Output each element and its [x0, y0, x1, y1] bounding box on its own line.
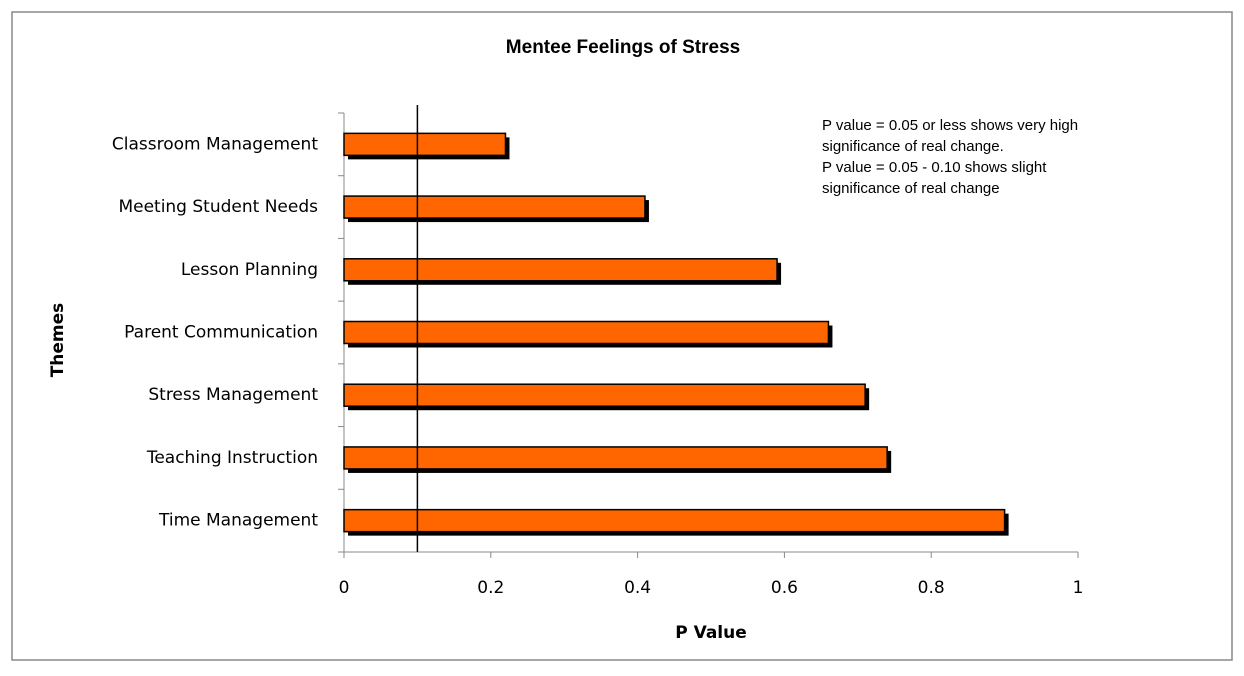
y-tick-label: Lesson Planning: [181, 260, 318, 280]
bar: [343, 446, 888, 470]
y-tick-label: Time Management: [158, 511, 318, 531]
y-axis-label: Themes: [48, 303, 68, 378]
chart-title: Mentee Feelings of Stress: [506, 37, 740, 58]
annotation: P value = 0.05 - 0.10 shows slight: [822, 159, 1047, 176]
x-tick-label: 1: [1073, 578, 1084, 598]
x-tick-label: 0: [339, 578, 350, 598]
y-tick-label: Stress Management: [148, 385, 318, 405]
y-tick-label: Classroom Management: [112, 134, 318, 154]
bar: [343, 320, 830, 345]
bar: [343, 132, 507, 157]
x-tick-label: 0.8: [918, 578, 945, 598]
y-tick-label: Teaching Instruction: [146, 448, 318, 468]
x-tick-label: 0.2: [477, 578, 504, 598]
x-tick-label: 0.4: [624, 578, 651, 598]
x-axis-label: P Value: [675, 623, 747, 643]
bar: [343, 258, 778, 282]
annotation: significance of real change.: [822, 138, 1004, 155]
y-tick-label: Meeting Student Needs: [118, 197, 318, 217]
x-tick-label: 0.6: [771, 578, 798, 598]
bar: [343, 195, 646, 219]
annotation: P value = 0.05 or less shows very high: [822, 117, 1078, 134]
annotation: significance of real change: [822, 180, 1000, 197]
bar: [343, 508, 1006, 533]
y-tick-label: Parent Communication: [124, 323, 318, 343]
bar: [343, 383, 866, 407]
